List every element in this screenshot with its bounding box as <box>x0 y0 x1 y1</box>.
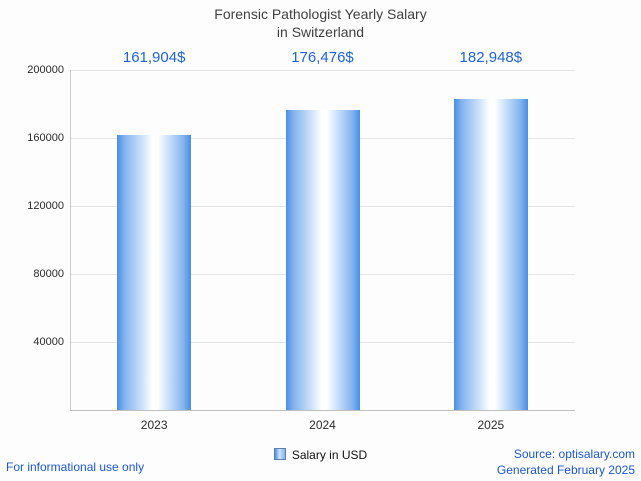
chart-title-line1: Forensic Pathologist Yearly Salary <box>214 6 427 22</box>
bar-value-label: 176,476$ <box>291 49 354 66</box>
y-axis-tick-label: 120000 <box>27 200 64 212</box>
chart-title-line2: in Switzerland <box>276 23 365 40</box>
y-axis-tick-label: 40000 <box>33 336 64 348</box>
x-axis-category-label: 2025 <box>477 418 505 432</box>
y-axis-line <box>70 70 71 410</box>
source-info: Source: optisalary.com Generated Februar… <box>497 446 635 478</box>
x-axis-line <box>70 410 575 411</box>
legend-swatch-icon <box>273 448 286 460</box>
bar-value-label: 161,904$ <box>122 49 186 66</box>
legend: Salary in USD <box>0 448 641 462</box>
chart-title: Forensic Pathologist Yearly Salary in Sw… <box>0 6 641 41</box>
bar-2023 <box>117 134 192 410</box>
gridline <box>70 70 575 71</box>
bar-2025 <box>453 98 528 410</box>
y-axis-tick-label: 80000 <box>33 268 64 280</box>
legend-label: Salary in USD <box>291 448 368 462</box>
x-axis-category-label: 2024 <box>309 418 336 432</box>
y-axis-tick-label: 200000 <box>27 64 64 76</box>
x-axis-category-label: 2023 <box>140 418 168 432</box>
source-link[interactable]: Source: optisalary.com <box>513 447 635 461</box>
generated-date: Generated February 2025 <box>496 463 635 478</box>
disclaimer-text: For informational use only <box>6 460 145 474</box>
bar-value-label: 182,948$ <box>459 49 523 66</box>
y-axis-tick-label: 160000 <box>27 132 64 144</box>
bar-2024 <box>285 109 360 410</box>
